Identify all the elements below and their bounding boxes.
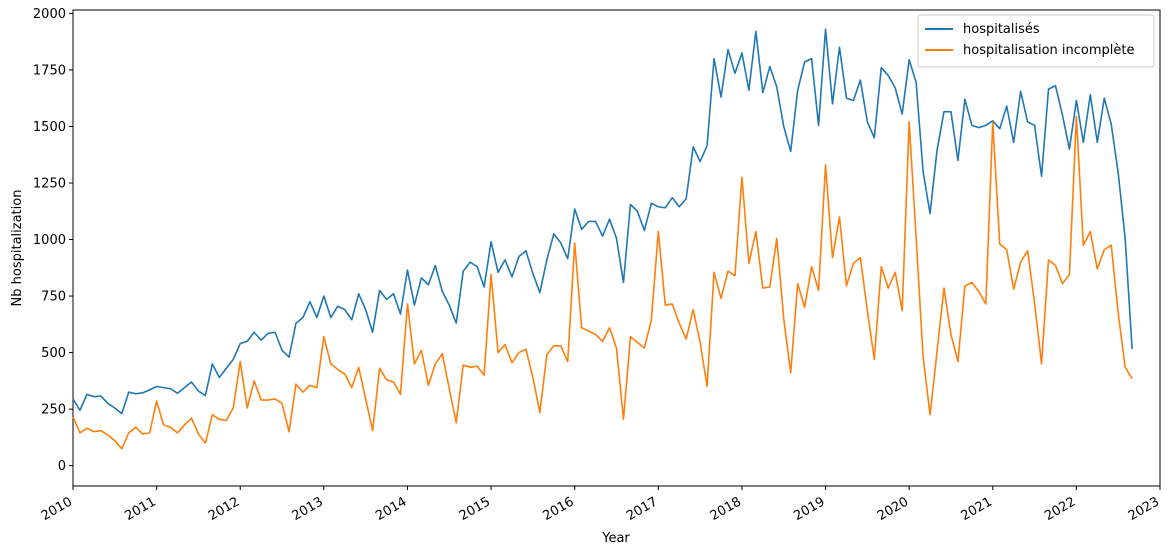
series-lines — [72, 28, 1133, 450]
x-tick-label: 2011 — [122, 494, 158, 524]
series-line-1 — [72, 115, 1133, 450]
x-tick-label: 2020 — [875, 494, 911, 524]
y-tick-label: 1250 — [33, 176, 66, 191]
y-tick-label: 1500 — [33, 120, 66, 135]
y-tick-label: 250 — [41, 403, 66, 418]
x-tick-label: 2023 — [1126, 494, 1162, 524]
y-tick-label: 750 — [41, 290, 66, 305]
x-tick-label: 2014 — [373, 494, 409, 524]
x-tick-label: 2019 — [791, 494, 827, 524]
y-tick-label: 1000 — [33, 233, 66, 248]
y-axis-label: Nb hospitalization — [10, 190, 25, 307]
legend-label-hospitalises: hospitalisés — [963, 22, 1040, 37]
legend-box — [917, 14, 1155, 68]
y-tick-label: 500 — [41, 346, 66, 361]
x-tick-label: 2021 — [959, 494, 995, 524]
x-tick-label: 2016 — [541, 494, 577, 524]
y-tick-label: 1750 — [33, 63, 66, 78]
legend: hospitalisés hospitalisation incomplète — [917, 14, 1155, 68]
y-axis-ticks: 0 250 500 750 1000 1250 1500 1750 2000 — [33, 7, 73, 474]
x-axis-label: Year — [601, 531, 630, 546]
x-tick-label: 2013 — [290, 494, 326, 524]
series-line-0 — [72, 28, 1133, 415]
x-axis-ticks: 2010 2011 2012 2013 2014 2015 2016 2017 2018 2019… — [39, 486, 1162, 524]
plot-frame — [72, 9, 1161, 487]
y-tick-label: 2000 — [33, 7, 66, 22]
x-tick-label: 2017 — [624, 494, 660, 524]
x-tick-label: 2012 — [206, 494, 242, 524]
x-tick-label: 2010 — [39, 494, 75, 524]
x-tick-label: 2022 — [1042, 494, 1078, 524]
x-tick-label: 2015 — [457, 494, 493, 524]
y-tick-label: 0 — [58, 459, 66, 474]
x-tick-label: 2018 — [708, 494, 744, 524]
legend-label-hospitalisation-incomplete: hospitalisation incomplète — [963, 43, 1134, 58]
